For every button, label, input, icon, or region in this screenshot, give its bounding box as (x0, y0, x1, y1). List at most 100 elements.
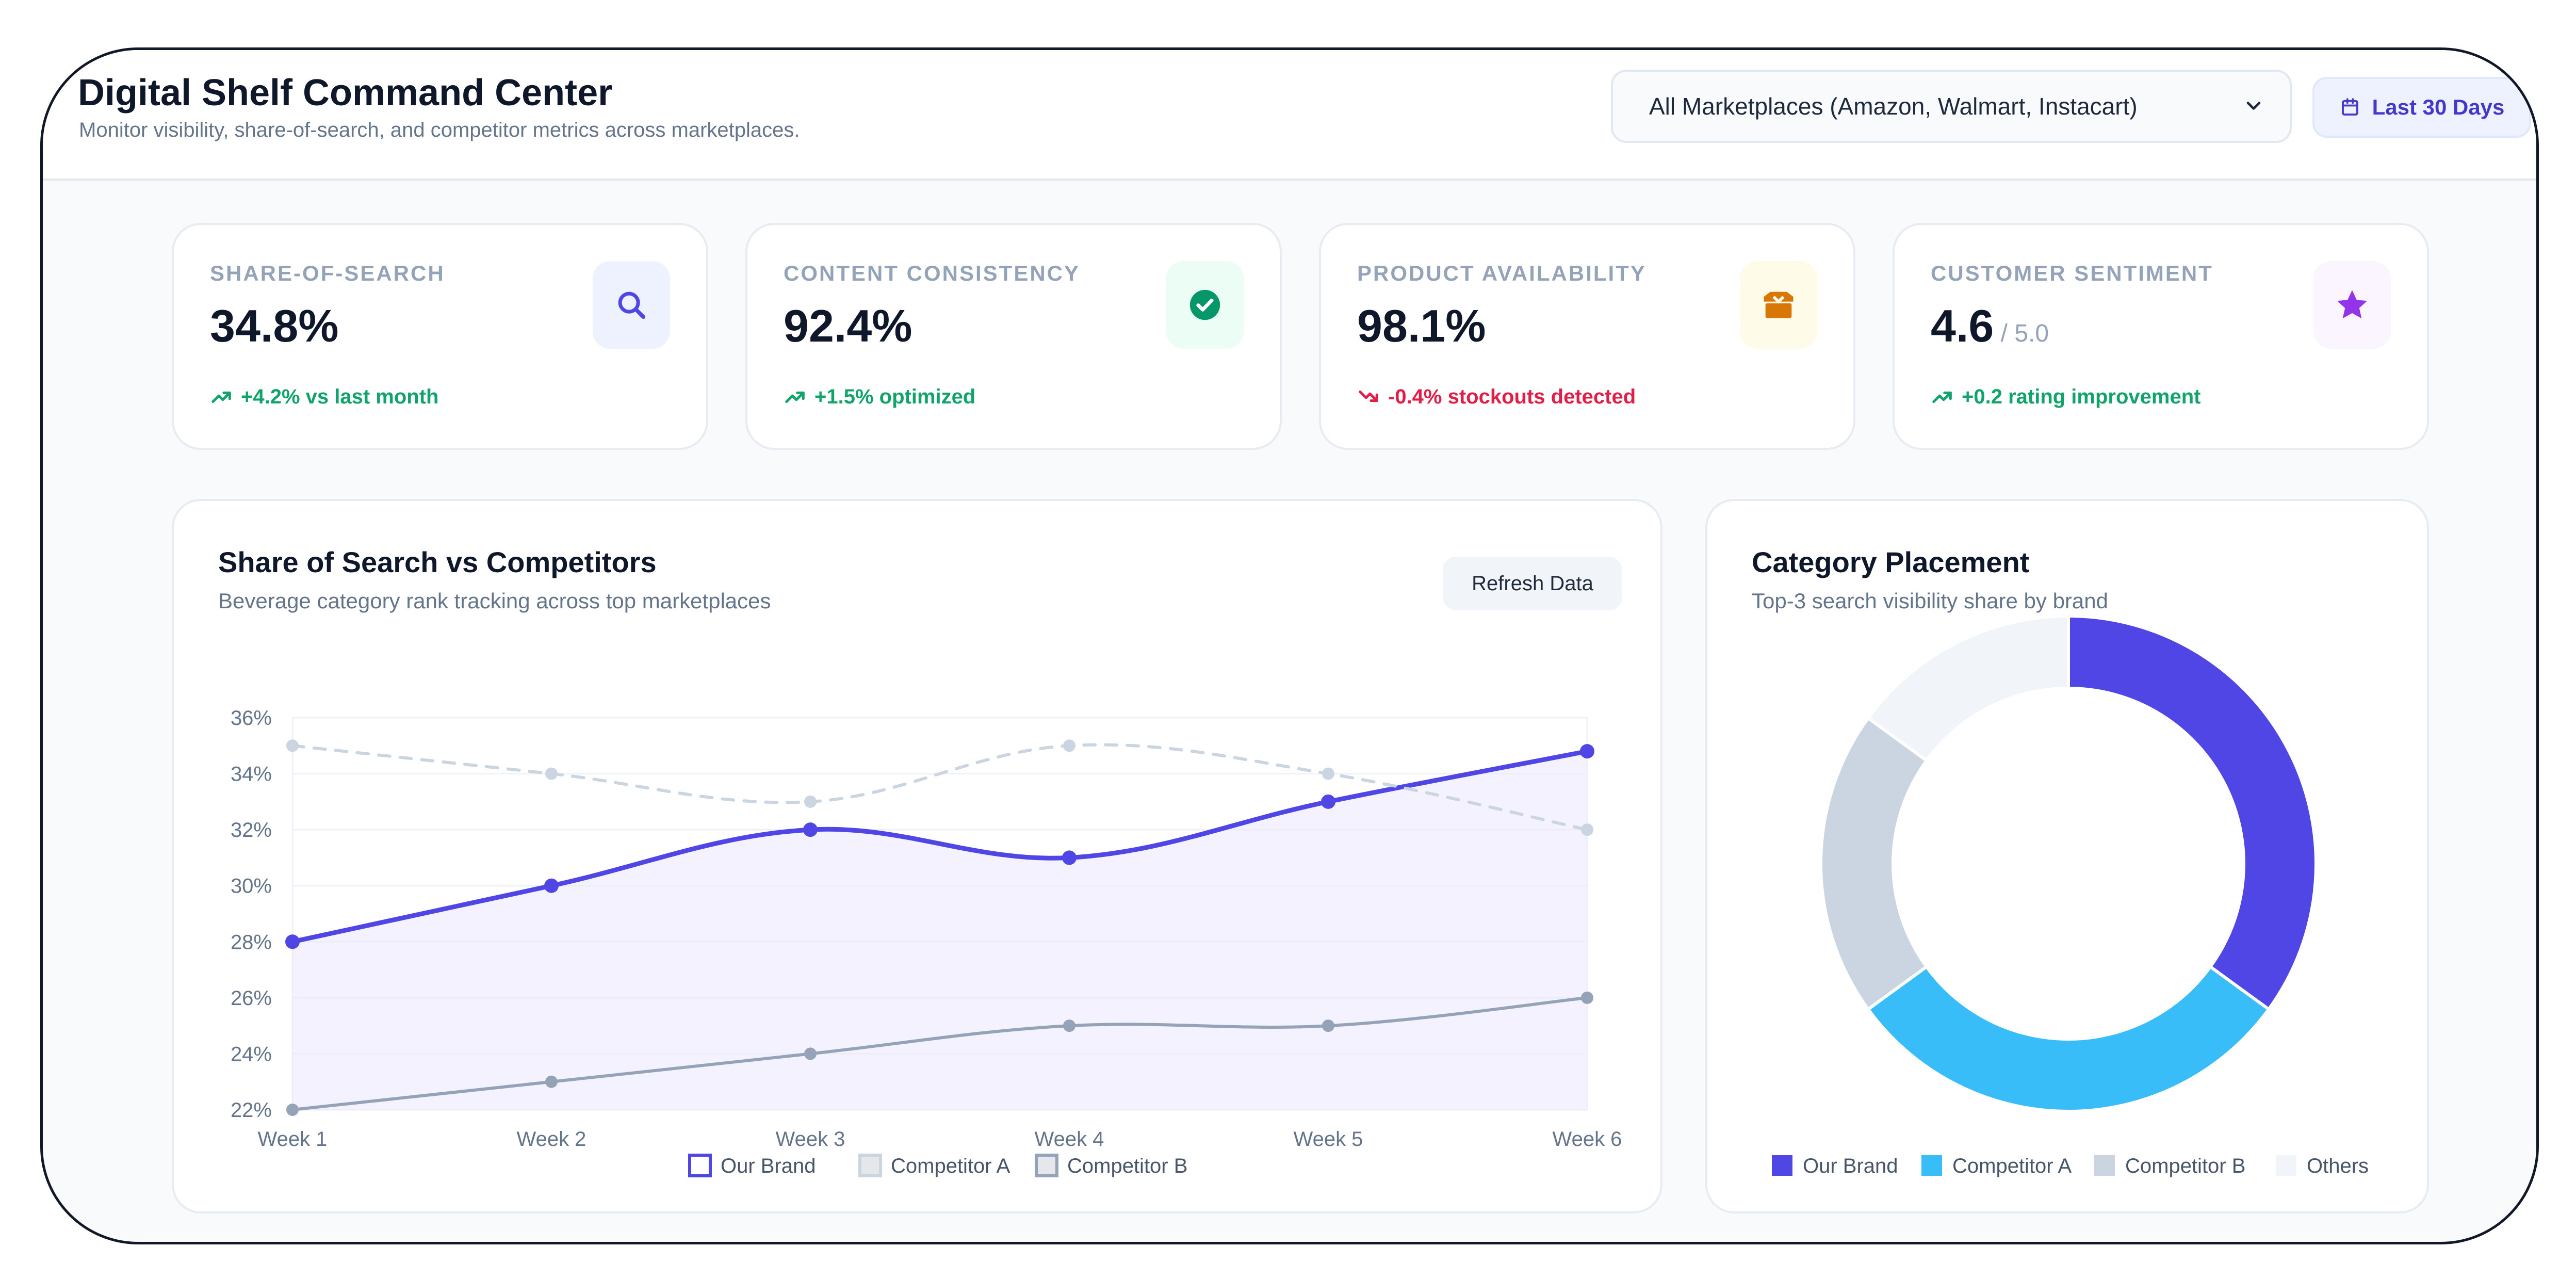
kpi-value-number: 34.8% (210, 300, 339, 351)
donut-slice-others[interactable] (1866, 614, 2070, 763)
x-tick-label: Week 1 (258, 1128, 328, 1151)
y-tick-label: 22% (231, 1099, 272, 1122)
share-of-search-card: Share of Search vs Competitors Beverage … (172, 499, 1662, 1213)
kpi-value: 98.1% (1357, 300, 1486, 352)
app-window: Digital Shelf Command Center Monitor vis… (40, 47, 2539, 1244)
series-line-competitor-a (291, 743, 1589, 832)
legend-swatch (858, 1154, 882, 1177)
donut-slice-competitor-b[interactable] (1819, 716, 1929, 1012)
kpi-label: CONTENT CONSISTENCY (784, 261, 1081, 285)
box-icon (1740, 261, 1817, 349)
y-tick-label: 32% (231, 819, 272, 841)
marketplace-select[interactable]: All Marketplaces (Amazon, Walmart, Insta… (1611, 70, 2292, 143)
kpi-trend-text: +0.2 rating improvement (1962, 385, 2201, 408)
kpi-value: 34.8% (210, 300, 339, 352)
kpi-card-customer-sentiment: CUSTOMER SENTIMENT 4.6 / 5.0 +0.2 rating… (1893, 223, 2429, 450)
kpi-value: 4.6 / 5.0 (1931, 300, 2049, 352)
y-tick-label: 28% (231, 931, 272, 953)
kpi-value-number: 92.4% (784, 300, 912, 351)
series-line-competitor-b (291, 996, 1589, 1111)
legend-swatch (2094, 1155, 2115, 1176)
data-point[interactable] (544, 878, 559, 893)
kpi-value-number: 4.6 (1931, 300, 1994, 351)
kpi-trend-text: +1.5% optimized (814, 385, 976, 408)
series-line-our-brand (290, 749, 1590, 944)
kpi-trend-text: +4.2% vs last month (241, 385, 439, 408)
legend-label[interactable]: Others (2307, 1155, 2369, 1177)
x-tick-label: Week 2 (517, 1128, 586, 1151)
legend-label[interactable]: Competitor B (1067, 1155, 1187, 1177)
data-point[interactable] (1581, 823, 1593, 836)
donut-chart: Our Brand Competitor A Competitor B Others (1772, 614, 2369, 1177)
data-point[interactable] (1580, 744, 1594, 759)
trend-down-icon (1359, 390, 1378, 402)
legend-label[interactable]: Competitor A (1952, 1155, 2072, 1177)
x-tick-label: Week 5 (1294, 1128, 1363, 1151)
legend-label[interactable]: Competitor B (2125, 1155, 2245, 1177)
data-point[interactable] (1322, 1019, 1334, 1032)
refresh-data-button[interactable]: Refresh Data (1443, 557, 1622, 610)
kpi-label: CUSTOMER SENTIMENT (1931, 261, 2213, 285)
data-point[interactable] (1322, 767, 1334, 780)
kpi-trend: -0.4% stockouts detected (1357, 385, 1636, 409)
calendar-icon (2341, 98, 2358, 116)
legend-swatch (2276, 1155, 2296, 1176)
legend-swatch (1035, 1154, 1058, 1177)
kpi-trend-text: -0.4% stockouts detected (1388, 385, 1636, 408)
marketplace-select-value: All Marketplaces (Amazon, Walmart, Insta… (1649, 93, 2138, 120)
data-point[interactable] (803, 822, 818, 837)
kpi-trend: +1.5% optimized (784, 385, 975, 409)
legend-swatch (1772, 1155, 1792, 1176)
data-point[interactable] (804, 1047, 817, 1060)
chevron-down-icon (2246, 102, 2261, 110)
kpi-card-content-consistency: CONTENT CONSISTENCY 92.4% +1.5% optimize… (745, 223, 1282, 450)
y-tick-label: 30% (231, 875, 272, 898)
star-icon (2313, 261, 2391, 349)
x-tick-label: Week 3 (776, 1128, 845, 1151)
legend-swatch (1921, 1155, 1942, 1176)
kpi-value-suffix: / 5.0 (1994, 320, 2049, 347)
kpi-value-number: 98.1% (1357, 300, 1486, 351)
search-icon (593, 261, 670, 349)
y-tick-label: 26% (231, 987, 272, 1010)
donut-slice-our-brand[interactable] (2067, 614, 2318, 1012)
y-tick-label: 34% (231, 763, 272, 786)
kpi-trend: +4.2% vs last month (210, 385, 438, 409)
legend-label[interactable]: Competitor A (891, 1155, 1010, 1177)
data-point[interactable] (804, 795, 817, 808)
trend-up-icon (211, 391, 231, 403)
kpi-card-product-availability: PRODUCT AVAILABILITY 98.1% -0.4% stockou… (1319, 223, 1855, 450)
trend-up-icon (785, 391, 805, 403)
data-point[interactable] (1063, 1019, 1075, 1032)
header: Digital Shelf Command Center Monitor vis… (43, 50, 2536, 181)
data-point[interactable] (1581, 991, 1593, 1004)
data-point[interactable] (286, 739, 299, 752)
x-tick-label: Week 6 (1553, 1128, 1622, 1151)
data-point[interactable] (1063, 739, 1075, 752)
data-point[interactable] (545, 767, 558, 780)
date-range-button[interactable]: Last 30 Days (2312, 77, 2531, 138)
legend-label[interactable]: Our Brand (1803, 1155, 1898, 1177)
data-point[interactable] (1321, 794, 1335, 809)
kpi-label: PRODUCT AVAILABILITY (1357, 261, 1646, 285)
donut-slice-competitor-a[interactable] (1866, 964, 2271, 1113)
trend-up-icon (1932, 391, 1952, 403)
legend-label[interactable]: Our Brand (721, 1155, 816, 1177)
line-chart-title: Share of Search vs Competitors (218, 546, 657, 578)
data-point[interactable] (1062, 850, 1077, 865)
page-title: Digital Shelf Command Center (78, 72, 613, 114)
data-point[interactable] (285, 934, 300, 949)
kpi-label: SHARE-OF-SEARCH (210, 261, 445, 285)
kpi-trend: +0.2 rating improvement (1931, 385, 2200, 409)
data-point[interactable] (286, 1104, 299, 1116)
legend-swatch (688, 1154, 712, 1177)
data-point[interactable] (545, 1075, 558, 1088)
line-chart-subtitle: Beverage category rank tracking across t… (218, 589, 771, 613)
kpi-card-share-of-search: SHARE-OF-SEARCH 34.8% +4.2% vs last mont… (172, 223, 708, 450)
kpi-value: 92.4% (784, 300, 912, 352)
x-tick-label: Week 4 (1035, 1128, 1104, 1151)
donut-chart-title: Category Placement (1752, 546, 2030, 578)
check-circle-icon (1166, 261, 1244, 349)
category-placement-card: Category Placement Top-3 search visibili… (1705, 499, 2429, 1213)
page-subtitle: Monitor visibility, share-of-search, and… (79, 119, 800, 141)
